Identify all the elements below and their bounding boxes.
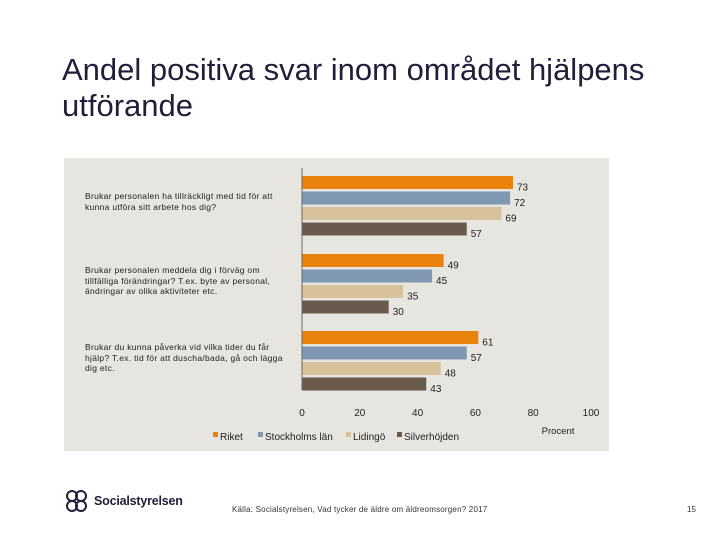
x-tick-label: 20 — [354, 408, 366, 419]
bar-lidingö-2 — [302, 285, 404, 298]
logo-mark-icon — [66, 490, 87, 512]
data-label: 73 — [517, 183, 529, 194]
category-label-3: Brukar du kunna påverka vid vilka tider … — [85, 342, 283, 373]
socialstyrelsen-logo: Socialstyrelsen — [64, 488, 183, 514]
data-label: 57 — [471, 353, 483, 364]
data-label: 69 — [505, 214, 517, 225]
data-label: 30 — [393, 307, 405, 318]
source-note: Källa: Socialstyrelsen, Vad tycker de äl… — [232, 505, 488, 514]
x-tick-label: 60 — [470, 408, 482, 419]
bar-riket-2 — [302, 254, 444, 267]
data-label: 48 — [445, 369, 457, 380]
bar-silverhöjden-2 — [302, 300, 389, 314]
bar-stockholms-län-1 — [302, 191, 511, 205]
data-label: 45 — [436, 276, 448, 287]
legend-swatch — [397, 432, 402, 437]
data-label: 72 — [514, 198, 526, 209]
legend-label: Lidingö — [353, 432, 386, 443]
bar-lidingö-3 — [302, 362, 441, 375]
x-tick-label: 100 — [583, 408, 600, 419]
bar-stockholms-län-2 — [302, 269, 433, 283]
logo-text: Socialstyrelsen — [94, 494, 183, 508]
bar-silverhöjden-1 — [302, 222, 467, 236]
chart-panel: 73 49 61 72 45 57 69 35 48 57 30 43 0 20 40 60 80 100 Proc… — [64, 158, 609, 451]
legend-label: Stockholms län — [265, 432, 333, 443]
x-tick-label: 80 — [528, 408, 540, 419]
x-axis-title: Procent — [542, 426, 575, 437]
data-label: 43 — [430, 384, 442, 395]
page-title: Andel positiva svar inom området hjälpen… — [62, 52, 645, 123]
bar-stockholms-län-3 — [302, 346, 467, 360]
legend-swatch — [213, 432, 218, 437]
x-tick-label: 0 — [299, 408, 305, 419]
page-number: 15 — [687, 505, 696, 514]
category-label-2: Brukar personalen meddela dig i förväg o… — [85, 265, 271, 296]
category-label-1: Brukar personalen ha tillräckligt med ti… — [85, 191, 273, 212]
x-tick-label: 40 — [412, 408, 424, 419]
bar-silverhöjden-3 — [302, 377, 427, 391]
data-label: 49 — [448, 261, 460, 272]
data-label: 57 — [471, 229, 483, 240]
legend-label: Silverhöjden — [404, 432, 459, 443]
bar-chart: 73 49 61 72 45 57 69 35 48 57 30 43 0 20 40 60 80 100 Proc… — [213, 168, 600, 443]
bar-riket-3 — [302, 331, 479, 344]
bar-lidingö-1 — [302, 207, 502, 220]
legend-swatch — [258, 432, 263, 437]
bar-riket-1 — [302, 176, 513, 189]
legend-label: Riket — [220, 432, 243, 443]
legend-swatch — [346, 432, 351, 437]
data-label: 35 — [407, 292, 419, 303]
data-label: 61 — [482, 338, 494, 349]
